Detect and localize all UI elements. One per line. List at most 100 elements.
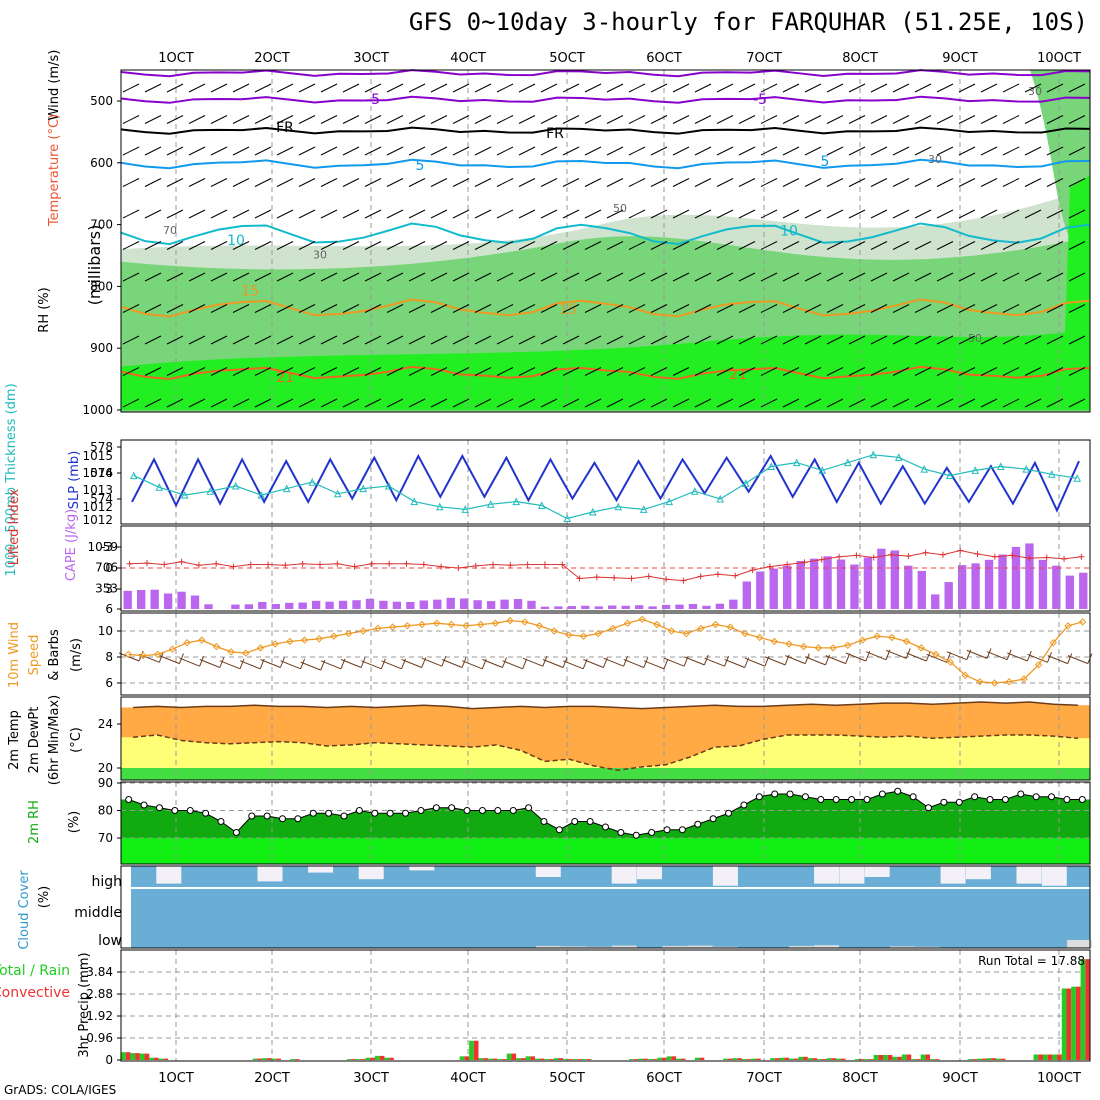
precip-conv-bar-14: [257, 1058, 263, 1060]
ylabel-li: Lifted Index: [7, 488, 22, 565]
wind-barb: [364, 367, 382, 376]
wind-point-21: [432, 619, 441, 627]
cape-bar-68: [1038, 559, 1048, 609]
li-point-12: [334, 560, 341, 567]
wind-barb-26: [643, 660, 665, 670]
wind-barb: [540, 272, 558, 282]
cape-tick-label: 706: [95, 561, 118, 575]
wind-barb: [364, 83, 382, 93]
wind-barb: [936, 272, 954, 282]
thickness-point-11: [410, 497, 419, 506]
precip-conv-bar-2: [144, 1053, 150, 1060]
precip-conv-bar-99: [1057, 1054, 1062, 1060]
precip-conv-bar-38: [483, 1058, 488, 1060]
thickness-point-35: [1022, 464, 1031, 473]
wind-barb: [364, 146, 382, 156]
wind-barb: [650, 178, 668, 187]
wind-barb: [188, 241, 206, 250]
wind-barb-39: [906, 652, 927, 662]
precip-conv-bar-24: [351, 1059, 357, 1060]
wind-barb: [386, 367, 404, 376]
wind-barb: [672, 272, 690, 282]
precip-tick-label: 3.84: [86, 965, 113, 979]
thickness-point-4: [231, 481, 240, 490]
rh-contour-label: 50: [968, 332, 982, 345]
wind-barb: [628, 83, 646, 93]
cloud-low-19: [611, 945, 637, 948]
wind-barb: [188, 335, 206, 345]
wind-barb-24: [603, 657, 624, 667]
wind-barb: [672, 304, 690, 313]
cape-bar-58: [904, 565, 913, 609]
wind-barb: [672, 83, 690, 93]
precip-conv-bar-25: [360, 1059, 366, 1060]
precip-total-bar-102: [1080, 959, 1086, 1060]
wind-barb: [386, 178, 404, 187]
precip-conv-bar-82: [897, 1056, 902, 1060]
wind-barb: [848, 83, 866, 93]
wind-barb: [540, 398, 558, 408]
wind-barb: [1068, 367, 1086, 376]
rh-tick-label: 80: [98, 804, 113, 818]
li-point-51: [1009, 552, 1016, 559]
rh-point-40: [740, 801, 748, 809]
li-point-40: [818, 556, 825, 563]
precip-total-bar-58: [666, 1056, 672, 1060]
date-label-top: 1OCT: [158, 51, 194, 66]
wind-barb: [760, 335, 778, 345]
wind-barb: [826, 241, 844, 250]
wind-barb-6: [240, 660, 261, 670]
wind-barb: [584, 83, 602, 93]
thickness-point-31: [920, 464, 929, 473]
rh-point-51: [909, 793, 917, 801]
wind-barb: [320, 241, 338, 250]
wind-barb: [1024, 367, 1042, 376]
wind-barb: [232, 241, 250, 250]
thickness-point-18: [588, 507, 597, 516]
precip-bg: [121, 950, 1090, 1061]
wind-barb: [628, 241, 646, 250]
wind-barb: [738, 241, 756, 250]
wind-point-3: [168, 645, 177, 653]
precip-conv-bar-67: [756, 1058, 761, 1060]
rh-point-28: [555, 826, 563, 834]
cape-bar-43: [702, 605, 711, 609]
li-point-23: [524, 561, 531, 568]
wind-barb-46: [1047, 655, 1068, 665]
wind-barb: [188, 209, 206, 219]
cape-bar-30: [527, 600, 536, 609]
precip-total-bar-44: [534, 1058, 540, 1060]
wind-barb: [1024, 335, 1042, 345]
wind-barb: [782, 178, 800, 187]
wind-point-14: [330, 632, 338, 640]
wind-barb-35: [825, 655, 846, 665]
rh-tick-label: 90: [98, 776, 113, 790]
slp-tick-label: 1012: [82, 500, 113, 514]
precip-total-bar-100: [1061, 988, 1067, 1060]
wind-barb: [452, 335, 470, 345]
precip-conv-bar-97: [1038, 1054, 1043, 1060]
wind-barb: [980, 241, 998, 250]
rh-point-37: [694, 820, 702, 828]
li-point-46: [922, 549, 929, 556]
li-point-48: [957, 547, 964, 554]
cape-bar-11: [271, 604, 280, 609]
wind-barb: [870, 335, 888, 345]
precip-total-bar-98: [1042, 1054, 1048, 1060]
rh-point-18: [402, 809, 410, 817]
wind-barb: [716, 83, 734, 93]
precip-total-bar-40: [497, 1059, 503, 1060]
rh-point-50: [894, 787, 902, 795]
wind-point-28: [535, 622, 544, 630]
thickness-point-1: [155, 483, 164, 491]
date-label-bottom: 4OCT: [450, 1071, 486, 1086]
wind-barb: [980, 398, 998, 408]
date-label-bottom: 2OCT: [254, 1071, 290, 1086]
wind-barb: [210, 241, 228, 250]
wind-point-32: [594, 629, 602, 638]
slp-tick-label: 1014: [82, 466, 113, 480]
cape-bar-35: [594, 606, 603, 609]
wind-barb: [716, 304, 734, 313]
li-point-11: [316, 561, 323, 568]
cloud-low-31: [915, 946, 941, 948]
